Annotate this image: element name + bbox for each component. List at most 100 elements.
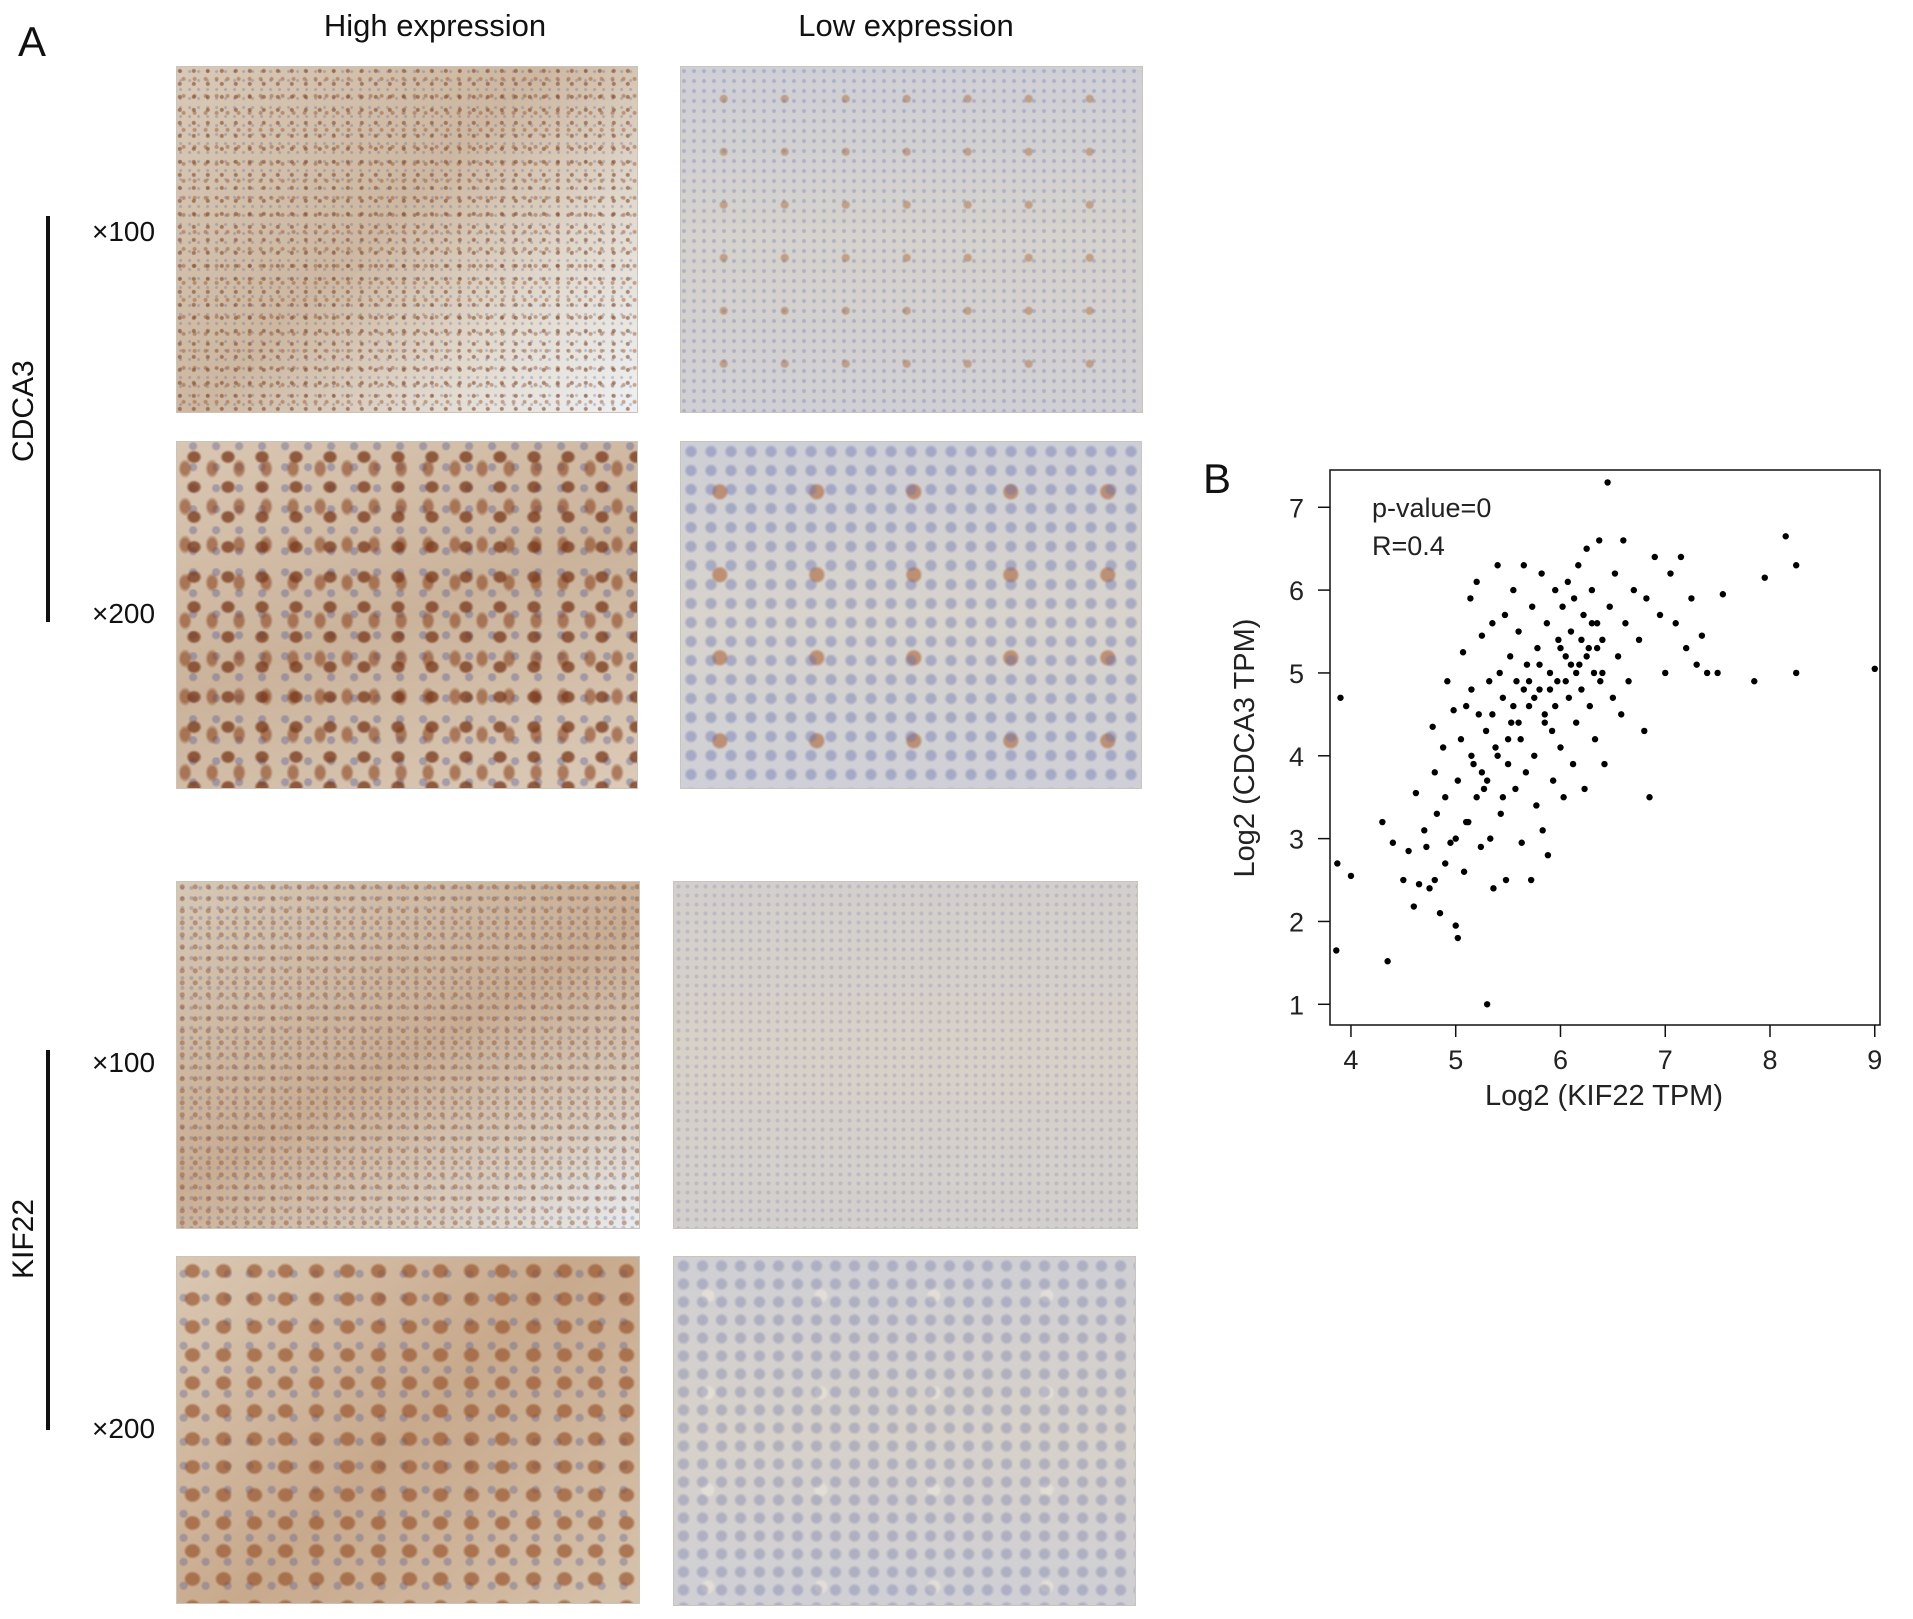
data-point bbox=[1641, 727, 1648, 735]
data-point bbox=[1439, 744, 1447, 751]
data-point bbox=[1433, 810, 1441, 817]
data-point bbox=[1442, 794, 1449, 801]
data-point bbox=[1599, 669, 1606, 677]
data-point bbox=[1541, 719, 1548, 726]
data-point bbox=[1618, 711, 1625, 718]
data-point bbox=[1596, 537, 1603, 544]
data-point bbox=[1590, 669, 1598, 677]
data-point bbox=[1585, 644, 1592, 652]
data-point bbox=[1502, 876, 1510, 884]
gene-label-kif22: KIF22 bbox=[7, 1198, 40, 1280]
data-point bbox=[1630, 586, 1638, 594]
data-point bbox=[1486, 678, 1493, 685]
data-point bbox=[1792, 669, 1800, 677]
micrograph-cdca3-low-x100 bbox=[680, 66, 1143, 413]
data-point bbox=[1536, 661, 1543, 668]
data-point bbox=[1460, 868, 1468, 875]
data-point bbox=[1421, 827, 1428, 834]
micrograph-kif22-high-x200 bbox=[176, 1256, 640, 1604]
data-point bbox=[1560, 794, 1567, 801]
data-point bbox=[1527, 876, 1535, 884]
mag-label-cdca3-100: ×100 bbox=[92, 216, 156, 247]
data-point bbox=[1510, 702, 1517, 710]
data-point bbox=[1559, 603, 1566, 610]
data-point bbox=[1578, 686, 1585, 693]
data-point bbox=[1611, 570, 1619, 577]
data-point bbox=[1622, 620, 1629, 627]
mag-label-kif22-200: ×200 bbox=[92, 1413, 156, 1444]
x-tick-label: 7 bbox=[1658, 1045, 1673, 1075]
data-point bbox=[1871, 665, 1878, 673]
data-point bbox=[1379, 818, 1386, 826]
data-point bbox=[1429, 723, 1436, 730]
x-axis: 4 5 6 7 8 9 bbox=[1343, 1025, 1882, 1075]
data-point bbox=[1588, 620, 1596, 627]
data-point bbox=[1719, 591, 1727, 598]
data-point bbox=[1677, 553, 1685, 561]
data-point bbox=[1549, 777, 1557, 784]
points-layer bbox=[1333, 479, 1878, 1008]
data-point bbox=[1454, 777, 1462, 784]
y-tick-label: 5 bbox=[1289, 659, 1304, 689]
data-point bbox=[1544, 851, 1552, 859]
data-point bbox=[1473, 794, 1480, 801]
mag-label-cdca3-200: ×200 bbox=[92, 598, 156, 629]
data-point bbox=[1334, 860, 1341, 867]
data-point bbox=[1609, 694, 1617, 701]
micrograph-cdca3-high-x100 bbox=[176, 66, 638, 413]
data-point bbox=[1562, 678, 1569, 685]
data-point bbox=[1513, 678, 1520, 685]
x-tick-label: 4 bbox=[1343, 1045, 1358, 1075]
x-tick-label: 6 bbox=[1553, 1045, 1568, 1075]
data-point bbox=[1546, 686, 1554, 693]
data-point bbox=[1575, 562, 1582, 569]
data-point bbox=[1572, 669, 1580, 677]
data-point bbox=[1468, 752, 1475, 759]
data-point bbox=[1604, 479, 1611, 486]
data-point bbox=[1467, 595, 1474, 602]
data-point bbox=[1698, 632, 1706, 639]
data-point bbox=[1552, 702, 1559, 710]
data-point bbox=[1400, 876, 1407, 884]
data-point bbox=[1576, 661, 1583, 668]
data-point bbox=[1512, 785, 1519, 793]
data-point bbox=[1548, 727, 1556, 735]
data-point bbox=[1347, 872, 1355, 880]
y-tick-label: 6 bbox=[1289, 576, 1304, 606]
data-point bbox=[1489, 620, 1496, 627]
data-point bbox=[1580, 611, 1587, 619]
data-point bbox=[1761, 574, 1768, 581]
data-point bbox=[1588, 586, 1596, 594]
data-point bbox=[1459, 649, 1467, 656]
y-axis-label: Log2 (CDCA3 TPM) bbox=[1229, 619, 1261, 878]
data-point bbox=[1426, 885, 1433, 892]
data-point bbox=[1714, 669, 1721, 677]
data-point bbox=[1543, 620, 1551, 627]
data-point bbox=[1782, 533, 1789, 540]
x-tick-label: 5 bbox=[1448, 1045, 1463, 1075]
data-point bbox=[1431, 769, 1438, 776]
data-point bbox=[1506, 653, 1514, 660]
data-point bbox=[1538, 570, 1545, 577]
data-point bbox=[1483, 1001, 1491, 1008]
data-point bbox=[1520, 686, 1528, 693]
data-point bbox=[1528, 603, 1536, 610]
micrograph-kif22-low-x100 bbox=[673, 881, 1138, 1229]
data-point bbox=[1410, 903, 1418, 910]
annotation-p-value: p-value=0 bbox=[1372, 493, 1491, 523]
data-point bbox=[1490, 885, 1497, 892]
data-point bbox=[1337, 694, 1344, 701]
data-point bbox=[1578, 636, 1585, 644]
data-point bbox=[1475, 711, 1482, 718]
data-point bbox=[1583, 545, 1590, 552]
data-point bbox=[1567, 628, 1575, 635]
panel-a-label: A bbox=[18, 18, 47, 65]
data-point bbox=[1792, 562, 1800, 569]
data-point bbox=[1489, 711, 1496, 718]
data-point bbox=[1384, 958, 1391, 965]
data-point bbox=[1389, 839, 1397, 846]
data-point bbox=[1480, 785, 1488, 793]
data-point bbox=[1415, 880, 1423, 888]
x-axis-label: Log2 (KIF22 TPM) bbox=[1485, 1080, 1723, 1112]
data-point bbox=[1499, 694, 1507, 701]
